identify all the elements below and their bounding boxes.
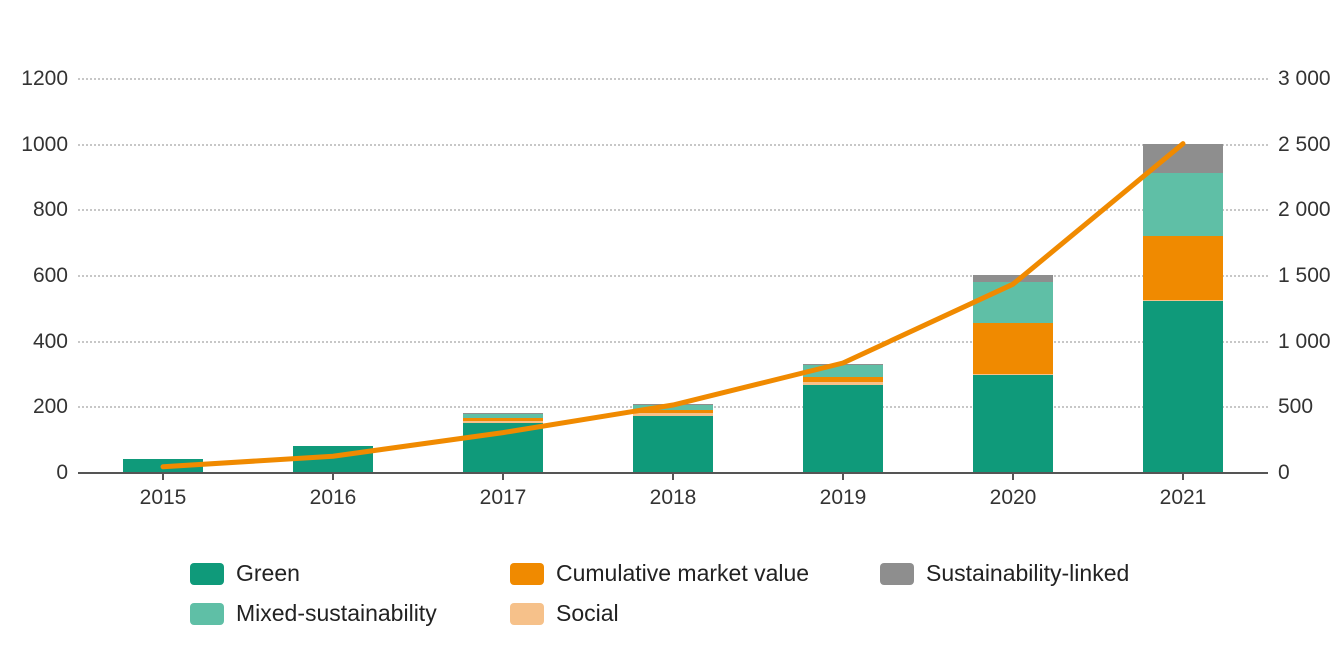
x-tick bbox=[672, 472, 674, 480]
legend-item-sustainability_linked: Sustainability-linked bbox=[880, 560, 1129, 587]
legend-item-mixed: Mixed-sustainability bbox=[190, 600, 437, 627]
x-axis-label: 2017 bbox=[480, 486, 527, 510]
y-axis-right-label: 1 000 bbox=[1278, 331, 1331, 352]
x-tick bbox=[1182, 472, 1184, 480]
cumulative-line bbox=[163, 144, 1183, 467]
y-axis-left-label: 600 bbox=[8, 265, 68, 286]
legend-swatch bbox=[190, 603, 224, 625]
legend-label: Social bbox=[556, 600, 619, 627]
legend-swatch bbox=[190, 563, 224, 585]
x-axis-label: 2016 bbox=[310, 486, 357, 510]
y-axis-right-label: 2 000 bbox=[1278, 199, 1331, 220]
x-axis-label: 2018 bbox=[650, 486, 697, 510]
y-axis-right-label: 1 500 bbox=[1278, 265, 1331, 286]
legend-item-cumulative: Cumulative market value bbox=[510, 560, 809, 587]
legend-swatch bbox=[510, 603, 544, 625]
legend-item-green: Green bbox=[190, 560, 300, 587]
y-axis-left-label: 0 bbox=[8, 462, 68, 483]
line-layer bbox=[78, 78, 1268, 472]
x-axis-label: 2021 bbox=[1160, 486, 1207, 510]
y-axis-left-label: 200 bbox=[8, 396, 68, 417]
legend-item-social: Social bbox=[510, 600, 619, 627]
x-tick bbox=[332, 472, 334, 480]
legend-swatch bbox=[880, 563, 914, 585]
x-axis-label: 2020 bbox=[990, 486, 1037, 510]
y-axis-left-label: 800 bbox=[8, 199, 68, 220]
legend-label: Cumulative market value bbox=[556, 560, 809, 587]
y-axis-right-label: 500 bbox=[1278, 396, 1313, 417]
x-tick bbox=[162, 472, 164, 480]
x-axis-label: 2019 bbox=[820, 486, 867, 510]
y-axis-right-label: 2 500 bbox=[1278, 134, 1331, 155]
y-axis-left-label: 1000 bbox=[8, 134, 68, 155]
legend-label: Sustainability-linked bbox=[926, 560, 1129, 587]
y-axis-right-label: 3 000 bbox=[1278, 68, 1331, 89]
x-tick bbox=[502, 472, 504, 480]
x-tick bbox=[1012, 472, 1014, 480]
x-tick bbox=[842, 472, 844, 480]
legend-label: Mixed-sustainability bbox=[236, 600, 437, 627]
legend-label: Green bbox=[236, 560, 300, 587]
legend-swatch bbox=[510, 563, 544, 585]
y-axis-left-label: 400 bbox=[8, 331, 68, 352]
x-axis-label: 2015 bbox=[140, 486, 187, 510]
chart-container: Green Cumulative market value Sustainabili… bbox=[0, 0, 1342, 662]
y-axis-left-label: 1200 bbox=[8, 68, 68, 89]
y-axis-right-label: 0 bbox=[1278, 462, 1290, 483]
